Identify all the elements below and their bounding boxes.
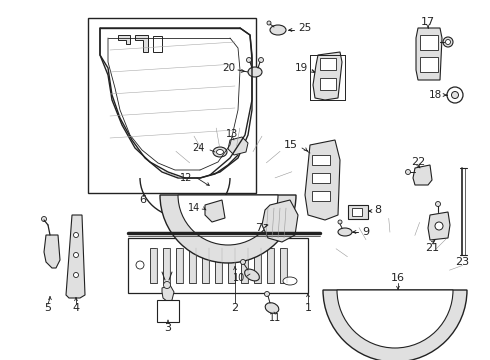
Bar: [163, 248, 170, 283]
Bar: [312, 173, 330, 183]
Ellipse shape: [246, 58, 251, 63]
Text: 10: 10: [233, 273, 245, 283]
Ellipse shape: [213, 147, 227, 157]
Bar: [320, 78, 336, 90]
Polygon shape: [416, 28, 442, 80]
Ellipse shape: [136, 261, 144, 269]
Ellipse shape: [248, 67, 262, 77]
Ellipse shape: [445, 40, 450, 45]
Bar: [267, 248, 274, 283]
Text: 15: 15: [284, 140, 298, 150]
Polygon shape: [313, 52, 342, 100]
Ellipse shape: [435, 222, 443, 230]
Bar: [280, 248, 287, 283]
Wedge shape: [337, 290, 453, 348]
Ellipse shape: [217, 149, 223, 154]
Bar: [348, 205, 368, 219]
Ellipse shape: [265, 303, 279, 313]
Ellipse shape: [223, 237, 241, 259]
Wedge shape: [160, 195, 296, 263]
Text: 4: 4: [73, 303, 79, 313]
Polygon shape: [153, 36, 162, 52]
Bar: [202, 248, 209, 283]
Ellipse shape: [259, 58, 264, 63]
Text: 13: 13: [226, 129, 238, 139]
Bar: [241, 248, 248, 283]
Ellipse shape: [245, 269, 259, 281]
Text: 18: 18: [429, 90, 442, 100]
Ellipse shape: [74, 233, 78, 238]
Bar: [176, 248, 183, 283]
Ellipse shape: [74, 252, 78, 257]
Wedge shape: [323, 290, 467, 360]
Ellipse shape: [227, 241, 237, 255]
Polygon shape: [228, 137, 248, 155]
Ellipse shape: [406, 170, 411, 175]
Polygon shape: [44, 235, 60, 268]
Text: 20: 20: [222, 63, 235, 73]
Ellipse shape: [338, 220, 342, 224]
Bar: [312, 191, 330, 201]
Bar: [150, 248, 157, 283]
Bar: [254, 248, 261, 283]
Ellipse shape: [241, 260, 245, 265]
Bar: [157, 300, 179, 322]
Ellipse shape: [265, 292, 270, 297]
Ellipse shape: [270, 25, 286, 35]
Text: 24: 24: [193, 143, 205, 153]
Text: 9: 9: [362, 227, 369, 237]
Bar: [228, 248, 235, 283]
Ellipse shape: [436, 202, 441, 207]
Text: 25: 25: [298, 23, 311, 33]
Text: 17: 17: [421, 17, 435, 27]
Polygon shape: [66, 215, 85, 298]
Polygon shape: [205, 200, 225, 222]
Polygon shape: [413, 165, 432, 185]
Bar: [312, 155, 330, 165]
Ellipse shape: [164, 282, 171, 288]
Text: 5: 5: [45, 303, 51, 313]
Polygon shape: [135, 35, 148, 52]
Polygon shape: [162, 285, 174, 302]
Text: 22: 22: [411, 157, 425, 167]
Bar: [352, 208, 362, 216]
Text: 6: 6: [140, 195, 147, 205]
Text: 12: 12: [180, 173, 192, 183]
Text: 3: 3: [165, 323, 172, 333]
Text: 16: 16: [391, 273, 405, 283]
Bar: [320, 58, 336, 70]
Text: 8: 8: [374, 205, 381, 215]
Ellipse shape: [74, 273, 78, 278]
Bar: [420, 57, 438, 72]
Polygon shape: [262, 200, 298, 242]
Bar: [420, 35, 438, 50]
Polygon shape: [118, 35, 130, 44]
Text: 23: 23: [455, 257, 469, 267]
Ellipse shape: [267, 21, 271, 25]
Wedge shape: [178, 195, 278, 245]
Polygon shape: [100, 28, 252, 178]
Text: 7: 7: [255, 223, 262, 233]
Ellipse shape: [338, 228, 352, 236]
Bar: [128, 238, 308, 293]
Text: 14: 14: [188, 203, 200, 213]
Bar: [189, 248, 196, 283]
Ellipse shape: [447, 87, 463, 103]
Polygon shape: [428, 212, 450, 240]
Ellipse shape: [283, 277, 297, 285]
Text: 19: 19: [295, 63, 308, 73]
Text: 1: 1: [304, 303, 312, 313]
Ellipse shape: [443, 37, 453, 47]
Text: 2: 2: [231, 303, 239, 313]
Bar: [88, 18, 256, 193]
Ellipse shape: [451, 91, 459, 99]
Text: 21: 21: [425, 243, 439, 253]
Ellipse shape: [42, 216, 47, 221]
Bar: [215, 248, 222, 283]
Text: 11: 11: [269, 313, 281, 323]
Polygon shape: [305, 140, 340, 220]
